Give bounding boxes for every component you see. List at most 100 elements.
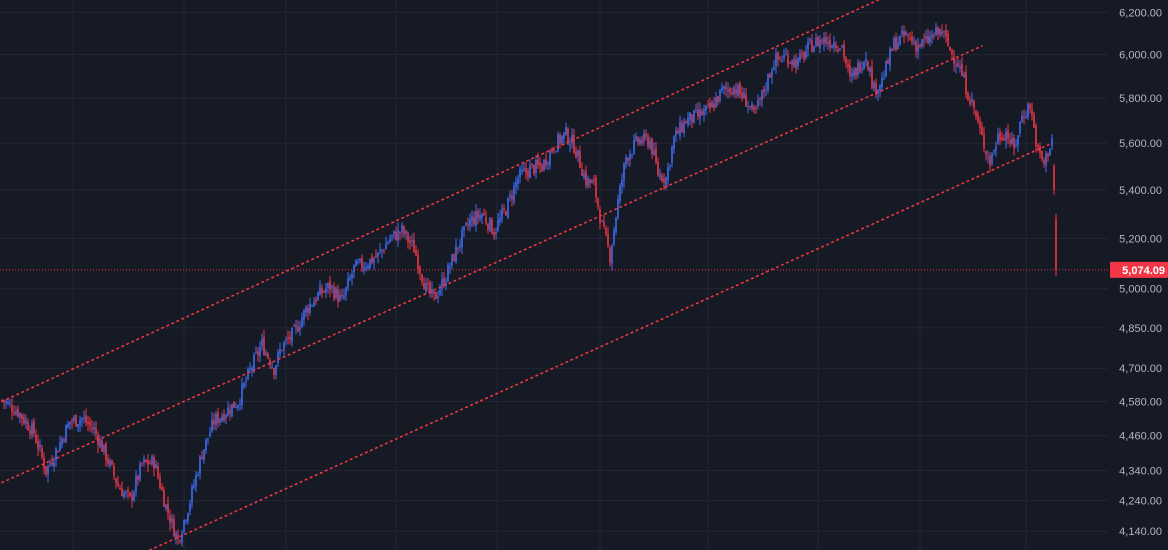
candle — [1055, 213, 1057, 276]
candle — [559, 132, 561, 149]
channel-line[interactable] — [1, 0, 962, 403]
candle-body — [731, 92, 733, 95]
candle-body — [213, 419, 215, 425]
candle-body — [91, 427, 93, 429]
candle — [549, 148, 551, 170]
y-tick-label: 5,200.00 — [1119, 233, 1162, 245]
candle — [141, 462, 143, 467]
candle — [735, 82, 737, 99]
candle — [161, 483, 163, 491]
candle-body — [909, 37, 911, 39]
candle-body — [225, 415, 227, 419]
candle-body — [1015, 144, 1017, 146]
candle-body — [307, 307, 309, 313]
candle — [695, 103, 697, 114]
candle — [481, 212, 483, 225]
candle — [967, 91, 969, 101]
candle — [271, 361, 273, 369]
candle-body — [451, 254, 453, 266]
candle-body — [609, 248, 611, 263]
candle — [799, 48, 801, 63]
candle-body — [395, 232, 397, 241]
candle — [431, 281, 433, 299]
candle — [111, 459, 113, 466]
candle — [893, 35, 895, 51]
candle — [895, 32, 897, 52]
candle-body — [345, 287, 347, 295]
price-axis[interactable]: 6,200.00 6,000.00 5,800.00 5,600.00 5,400.00… — [1110, 7, 1168, 538]
candle — [359, 258, 361, 264]
candle-body — [479, 215, 481, 220]
candle-body — [325, 289, 327, 293]
candle — [281, 349, 283, 352]
candle-body — [501, 209, 503, 219]
candle-body — [795, 59, 797, 69]
y-tick-label: 6,000.00 — [1119, 50, 1162, 62]
candle-body — [529, 164, 531, 179]
y-tick-label: 4,580.00 — [1119, 396, 1162, 408]
candle-body — [315, 299, 317, 302]
candle-body — [353, 264, 355, 272]
candle-body — [923, 39, 925, 41]
candle — [677, 127, 679, 134]
candle-body — [409, 240, 411, 243]
candle-body — [513, 185, 515, 202]
candle — [1001, 131, 1003, 142]
channel-line[interactable] — [149, 142, 1053, 550]
candle — [973, 99, 975, 115]
candle — [813, 45, 815, 53]
candle-body — [189, 503, 191, 512]
candle — [279, 342, 281, 359]
candle-body — [549, 150, 551, 166]
candle — [103, 444, 105, 455]
candle — [75, 414, 77, 427]
candle — [495, 227, 497, 240]
candle-body — [685, 121, 687, 124]
candle — [1051, 133, 1053, 151]
candle-body — [407, 233, 409, 242]
candle — [913, 36, 915, 46]
candle — [331, 284, 333, 294]
candle-body — [967, 92, 969, 101]
candle — [351, 270, 353, 286]
candle-body — [457, 247, 459, 249]
candle — [661, 173, 663, 183]
candle-body — [447, 264, 449, 282]
candle-body — [475, 211, 477, 226]
candle-body — [567, 128, 569, 144]
candle — [217, 408, 219, 428]
candle-body — [717, 96, 719, 103]
candle-body — [527, 170, 529, 177]
candle — [565, 122, 567, 136]
candle — [583, 169, 585, 180]
candle-body — [651, 138, 653, 155]
candle-body — [417, 255, 419, 270]
candle — [509, 190, 511, 202]
candle-body — [53, 462, 55, 467]
candle — [257, 346, 259, 362]
candle-body — [445, 281, 447, 286]
candle — [767, 73, 769, 94]
candle — [203, 449, 205, 464]
candle-body — [871, 66, 873, 88]
candle-body — [383, 250, 385, 252]
candle-body — [999, 132, 1001, 140]
candle-body — [615, 217, 617, 232]
candle-body — [463, 226, 465, 231]
candle-body — [123, 492, 125, 498]
candle — [781, 55, 783, 63]
candle-body — [135, 476, 137, 492]
candle — [837, 45, 839, 54]
candle — [939, 28, 941, 38]
candle — [267, 351, 269, 360]
candle — [515, 176, 517, 195]
candle-body — [505, 211, 507, 216]
candle-body — [1043, 160, 1045, 164]
channel-lines — [1, 0, 1053, 550]
candle — [841, 44, 843, 49]
candle-body — [29, 430, 31, 435]
candle — [463, 225, 465, 238]
candle — [911, 31, 913, 46]
candle-body — [385, 243, 387, 250]
